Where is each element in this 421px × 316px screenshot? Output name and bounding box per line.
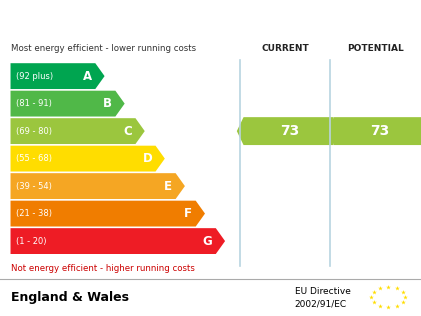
Text: CURRENT: CURRENT [261,44,309,53]
Text: (21 - 38): (21 - 38) [16,209,52,218]
Text: (69 - 80): (69 - 80) [16,127,52,136]
Polygon shape [237,117,333,145]
Text: G: G [203,234,213,247]
Polygon shape [328,117,421,145]
Text: England & Wales: England & Wales [11,291,128,304]
Text: (55 - 68): (55 - 68) [16,154,52,163]
Text: Energy Rating: Energy Rating [11,13,132,28]
Text: A: A [83,70,92,82]
Text: F: F [184,207,192,220]
Polygon shape [11,91,125,117]
Text: (1 - 20): (1 - 20) [16,237,46,246]
Text: B: B [103,97,112,110]
Text: 73: 73 [280,124,299,138]
Polygon shape [11,146,165,172]
Text: D: D [142,152,152,165]
Text: (92 plus): (92 plus) [16,72,53,81]
Text: EU Directive
2002/91/EC: EU Directive 2002/91/EC [295,287,351,308]
Text: POTENTIAL: POTENTIAL [347,44,404,53]
Text: (39 - 54): (39 - 54) [16,182,51,191]
Text: 73: 73 [370,124,389,138]
Polygon shape [11,228,225,254]
Text: Not energy efficient - higher running costs: Not energy efficient - higher running co… [11,264,195,273]
Text: C: C [123,125,132,137]
Polygon shape [11,173,185,199]
Polygon shape [11,63,104,89]
Text: (81 - 91): (81 - 91) [16,99,51,108]
Polygon shape [11,118,145,144]
Text: E: E [164,179,172,192]
Text: Most energy efficient - lower running costs: Most energy efficient - lower running co… [11,44,196,53]
Polygon shape [11,201,205,227]
